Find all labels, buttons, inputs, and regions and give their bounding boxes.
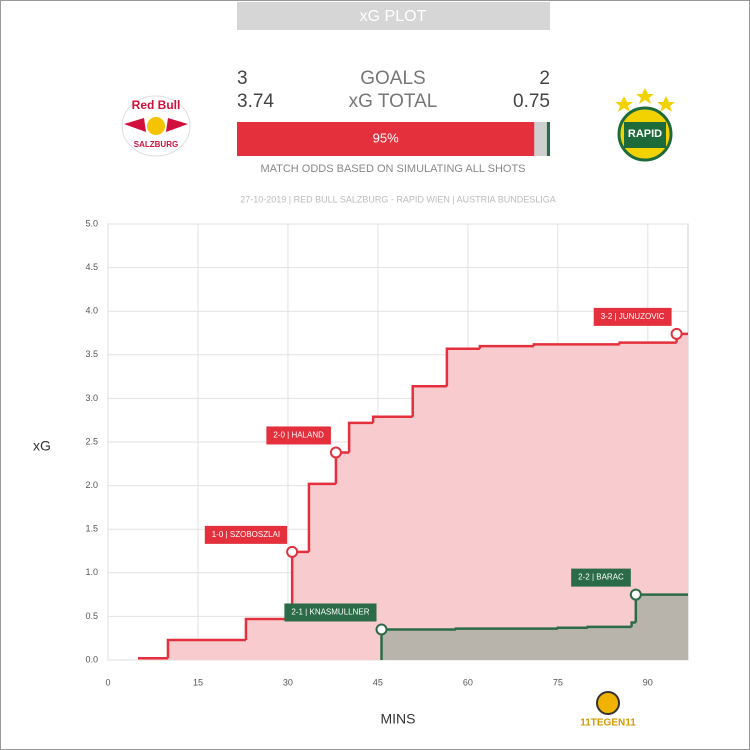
goal-marker bbox=[670, 327, 683, 340]
goal-marker bbox=[329, 446, 342, 459]
home-goals: 3 bbox=[237, 68, 248, 89]
y-tick-label: 0.0 bbox=[85, 654, 98, 664]
annotation-label: 3-2 | JUNUZOVIC bbox=[601, 312, 665, 321]
annotation-label: 2-1 | KNASMULLNER bbox=[291, 608, 369, 617]
header-title: xG PLOT bbox=[360, 8, 427, 25]
goal-marker bbox=[629, 588, 642, 601]
draw-bar bbox=[534, 122, 547, 156]
home-logo-top: Red Bull bbox=[132, 98, 181, 112]
step-segment bbox=[630, 621, 636, 627]
home-xg: 3.74 bbox=[237, 91, 274, 112]
y-tick-label: 2.5 bbox=[85, 436, 98, 446]
y-tick-label: 1.0 bbox=[85, 567, 98, 577]
x-axis-label: MINS bbox=[381, 711, 416, 727]
y-tick-label: 1.5 bbox=[85, 524, 98, 534]
y-axis-label: xG bbox=[33, 438, 51, 454]
y-tick-label: 5.0 bbox=[85, 218, 98, 228]
step-segment bbox=[445, 347, 480, 387]
step-segment bbox=[586, 625, 632, 629]
step-segment bbox=[244, 617, 293, 640]
area bbox=[137, 333, 689, 660]
brand-icon bbox=[596, 691, 620, 715]
annotation-box bbox=[571, 568, 631, 587]
annotation-label: 2-2 | BARAC bbox=[578, 573, 624, 582]
x-tick-label: 15 bbox=[193, 677, 203, 687]
y-tick-label: 4.0 bbox=[85, 306, 98, 316]
annotation-label: 2-0 | HALAND bbox=[273, 431, 324, 440]
y-tick-label: 0.5 bbox=[85, 611, 98, 621]
away-logo-stars bbox=[615, 88, 675, 112]
home-win-bar bbox=[237, 122, 535, 156]
odds-bar: 95% bbox=[237, 122, 550, 156]
annotation-box bbox=[266, 426, 331, 445]
goal-marker bbox=[375, 623, 388, 636]
x-tick-label: 30 bbox=[283, 677, 293, 687]
goal-marker bbox=[286, 545, 299, 558]
x-tick-label: 0 bbox=[105, 677, 110, 687]
area bbox=[381, 594, 688, 660]
home-logo-bulls bbox=[124, 118, 188, 132]
step-segment bbox=[411, 384, 447, 417]
y-tick-label: 2.0 bbox=[85, 480, 98, 490]
x-tick-label: 60 bbox=[463, 677, 473, 687]
step-segment bbox=[347, 421, 374, 453]
away-goals: 2 bbox=[539, 68, 550, 89]
brand-text: 11TEGEN11 bbox=[580, 718, 636, 729]
xg-label: xG TOTAL bbox=[349, 91, 438, 112]
step-segment bbox=[454, 627, 558, 630]
annotation-box bbox=[284, 603, 377, 622]
subtitle: 27-10-2019 | RED BULL SALZBURG - RAPID W… bbox=[240, 194, 555, 204]
away-win-bar bbox=[546, 122, 550, 156]
x-tick-label: 90 bbox=[643, 677, 653, 687]
plot: 0.0 0.5 1.0 1.5 2.0 2.5 3.0 3.5 4.0 4.5 5.0 0 15 30 45… bbox=[85, 218, 689, 687]
y-tick-label: 3.5 bbox=[85, 349, 98, 359]
step-segment bbox=[371, 415, 413, 423]
away-logo-text: RAPID bbox=[628, 128, 662, 140]
away-xg: 0.75 bbox=[513, 91, 550, 112]
annotation-label: 1-0 | SZOBOSZLAI bbox=[212, 530, 280, 539]
x-tick-label: 75 bbox=[553, 677, 563, 687]
home-win-label: 95% bbox=[373, 130, 399, 145]
away-logo: RAPID bbox=[615, 88, 675, 162]
brand-logo: 11TEGEN11 bbox=[580, 691, 636, 729]
goals-label: GOALS bbox=[360, 68, 425, 89]
home-logo-ball bbox=[147, 117, 165, 135]
y-tick-label: 3.0 bbox=[85, 393, 98, 403]
home-logo: Red Bull SALZBURG bbox=[121, 95, 191, 157]
step-segment bbox=[556, 626, 588, 629]
step-segment bbox=[478, 344, 534, 349]
annotation-box bbox=[593, 307, 672, 326]
away-logo-stripes bbox=[624, 122, 666, 148]
annotation-box bbox=[204, 525, 288, 544]
home-logo-bottom: SALZBURG bbox=[134, 140, 178, 149]
x-tick-label: 45 bbox=[373, 677, 383, 687]
odds-note: MATCH ODDS BASED ON SIMULATING ALL SHOTS bbox=[260, 163, 525, 175]
step-segment bbox=[532, 343, 620, 347]
header-bar bbox=[237, 2, 550, 30]
step-segment bbox=[166, 638, 246, 659]
step-segment bbox=[307, 482, 336, 552]
y-tick-label: 4.5 bbox=[85, 262, 98, 272]
step-segment bbox=[618, 341, 677, 345]
